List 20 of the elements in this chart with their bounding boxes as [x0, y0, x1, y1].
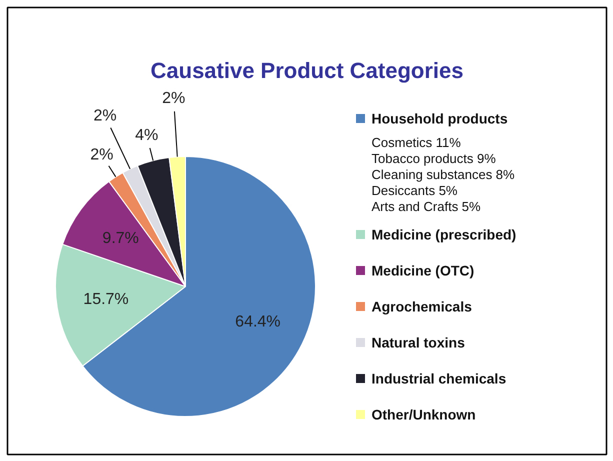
legend-label: Medicine (prescribed): [372, 226, 516, 242]
data-label: 2%: [162, 90, 186, 107]
text: Tobacco products 9%: [372, 151, 496, 166]
legend-label: Household products: [372, 110, 508, 126]
legend-label: Agrochemicals: [372, 298, 472, 314]
data-label: 9.7%: [102, 230, 139, 248]
text: Arts and Crafts 5%: [372, 199, 482, 214]
legend-label: Other/Unknown: [372, 406, 476, 422]
data-label: 15.7%: [83, 291, 129, 308]
data-label: 4%: [135, 126, 158, 144]
data-label: 64.4%: [235, 314, 281, 331]
text: Cosmetics 11%: [372, 135, 462, 150]
chart-title: Causative Product Categories: [150, 58, 464, 83]
legend-label: Natural toxins: [372, 334, 466, 350]
text: Desiccants 5%: [372, 183, 458, 198]
data-label: 2%: [90, 146, 114, 164]
data-label: 2%: [94, 108, 117, 125]
legend-label: Industrial chemicals: [372, 370, 506, 386]
text: Cleaning substances 8%: [372, 167, 516, 182]
legend-label: Medicine (OTC): [372, 262, 474, 278]
